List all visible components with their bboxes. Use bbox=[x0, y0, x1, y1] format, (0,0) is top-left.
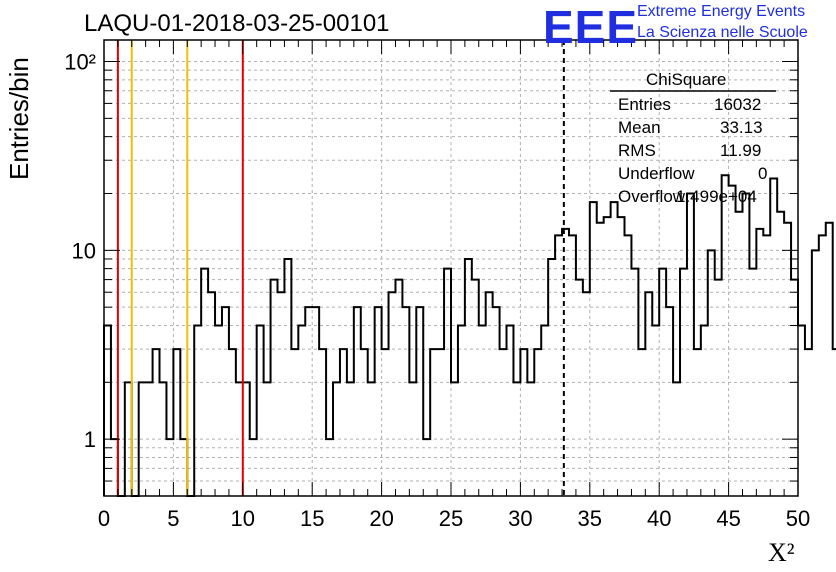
chart-title: LAQU-01-2018-03-25-00101 bbox=[84, 10, 390, 37]
y-tick-label: 10 bbox=[72, 238, 96, 263]
x-tick-label: 20 bbox=[369, 506, 393, 531]
stats-mean-label: Mean bbox=[618, 118, 661, 137]
x-tick-label: 10 bbox=[231, 506, 255, 531]
eee-logo: EEE bbox=[543, 1, 639, 53]
stats-overflow-label: Overflow bbox=[618, 187, 686, 206]
stats-entries-label: Entries bbox=[618, 95, 671, 114]
x-tick-label: 35 bbox=[578, 506, 602, 531]
x-tick-label: 25 bbox=[439, 506, 463, 531]
stats-overflow-value: 1.499e+04 bbox=[676, 187, 757, 206]
x-tick-label: 15 bbox=[300, 506, 324, 531]
logo-line-1: Extreme Energy Events bbox=[637, 3, 806, 20]
stats-rms-label: RMS bbox=[618, 141, 656, 160]
x-tick-label: 0 bbox=[98, 506, 110, 531]
x-tick-label: 40 bbox=[647, 506, 671, 531]
y-tick-label: 1 bbox=[84, 427, 96, 452]
stats-entries-value: 16032 bbox=[714, 95, 762, 114]
stats-underflow-value: 0 bbox=[758, 164, 768, 183]
x-tick-label: 50 bbox=[786, 506, 810, 531]
histogram-series-line bbox=[103, 174, 836, 497]
x-tick-label: 5 bbox=[167, 506, 179, 531]
x-tick-label: 45 bbox=[716, 506, 740, 531]
logo-line-2: La Scienza nelle Scuole bbox=[637, 24, 808, 41]
x-axis-label: X² bbox=[768, 538, 795, 567]
stats-underflow-label: Underflow bbox=[618, 164, 695, 183]
y-axis-label: Entries/bin bbox=[4, 57, 34, 180]
y-tick-label: 10² bbox=[64, 50, 96, 75]
stats-box-title: ChiSquare bbox=[646, 70, 727, 89]
x-tick-label: 30 bbox=[508, 506, 532, 531]
stats-rms-value: 11.99 bbox=[720, 141, 762, 160]
stats-mean-value: 33.13 bbox=[720, 118, 763, 137]
